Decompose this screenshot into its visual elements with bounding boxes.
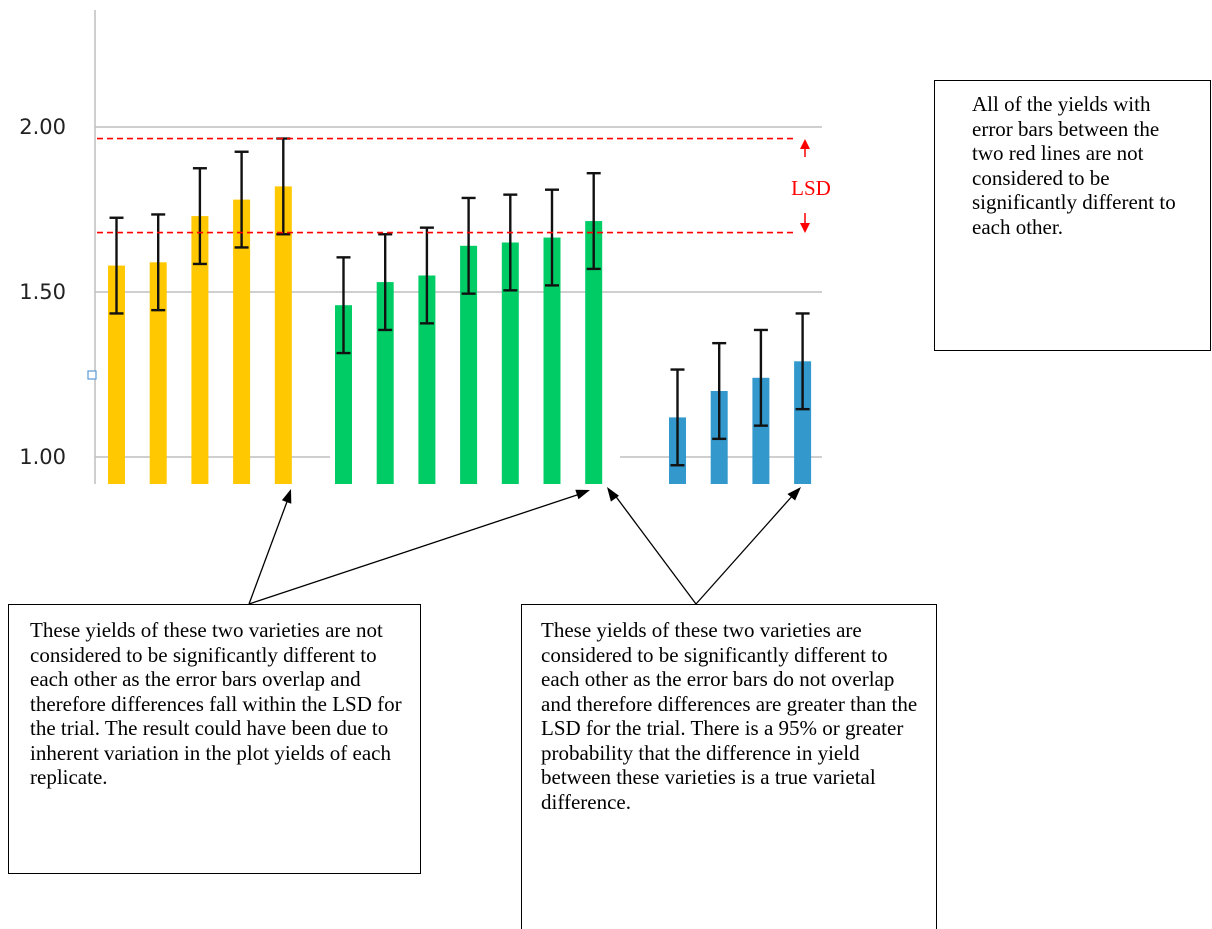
error-bar bbox=[192, 167, 207, 266]
error-bar bbox=[461, 196, 476, 295]
callout-arrows bbox=[248, 493, 795, 605]
arrow-left-to-yellow bbox=[248, 498, 289, 605]
arrowhead-green-right bbox=[607, 487, 619, 502]
bar bbox=[752, 377, 770, 484]
bar bbox=[335, 305, 352, 484]
error-bar bbox=[234, 150, 249, 249]
bar bbox=[418, 275, 436, 484]
error-bar bbox=[151, 213, 166, 312]
bar bbox=[543, 237, 561, 484]
error-bars bbox=[109, 137, 810, 467]
error-bar bbox=[670, 368, 685, 467]
note-lsd-text: All of the yields with error bars betwee… bbox=[972, 92, 1176, 239]
arrowhead-green-left bbox=[575, 489, 590, 500]
bar bbox=[585, 221, 603, 485]
bar bbox=[274, 186, 292, 484]
lsd-label: LSD bbox=[791, 176, 831, 200]
error-bar bbox=[586, 171, 601, 271]
error-bar bbox=[712, 341, 727, 441]
lsd-arrow-down-head bbox=[800, 223, 810, 233]
note-lsd-explanation: All of the yields with error bars betwee… bbox=[934, 80, 1211, 351]
error-bar bbox=[109, 216, 124, 315]
bar bbox=[501, 242, 519, 484]
arrow-mid-to-blue bbox=[695, 493, 795, 605]
arrowhead-yellow bbox=[281, 489, 292, 504]
callout-arrowheads bbox=[281, 487, 801, 504]
axis-selection-handle bbox=[87, 370, 97, 380]
bar bbox=[376, 282, 394, 484]
bar bbox=[794, 361, 812, 484]
y-tick-labels: 1.00 1.50 2.00 bbox=[19, 115, 66, 469]
bar bbox=[460, 245, 478, 484]
bar bbox=[149, 262, 167, 484]
note-significant: These yields of these two varieties are … bbox=[521, 604, 937, 929]
error-bar bbox=[419, 226, 434, 325]
arrow-left-to-green bbox=[248, 493, 581, 605]
bars bbox=[108, 186, 812, 485]
y-tick-label: 2.00 bbox=[19, 115, 66, 139]
error-bar bbox=[753, 328, 768, 427]
lsd-lines bbox=[97, 137, 795, 234]
error-bar bbox=[545, 188, 559, 287]
y-tick-label: 1.00 bbox=[19, 445, 66, 469]
bar bbox=[233, 199, 251, 484]
bar bbox=[108, 265, 125, 484]
note-not-significant-text: These yields of these two varieties are … bbox=[30, 618, 402, 789]
note-not-significant: These yields of these two varieties are … bbox=[8, 604, 421, 874]
arrowhead-blue bbox=[787, 487, 801, 501]
y-tick-label: 1.50 bbox=[19, 280, 66, 304]
error-bar bbox=[378, 233, 393, 332]
error-bar bbox=[503, 193, 518, 292]
error-bar bbox=[795, 312, 810, 411]
arrow-mid-to-green bbox=[613, 493, 697, 605]
lsd-bracket: LSD bbox=[791, 139, 831, 233]
error-bar bbox=[336, 256, 351, 355]
lsd-arrow-up-head bbox=[800, 139, 810, 149]
bar bbox=[191, 216, 209, 484]
note-significant-text: These yields of these two varieties are … bbox=[541, 618, 918, 814]
